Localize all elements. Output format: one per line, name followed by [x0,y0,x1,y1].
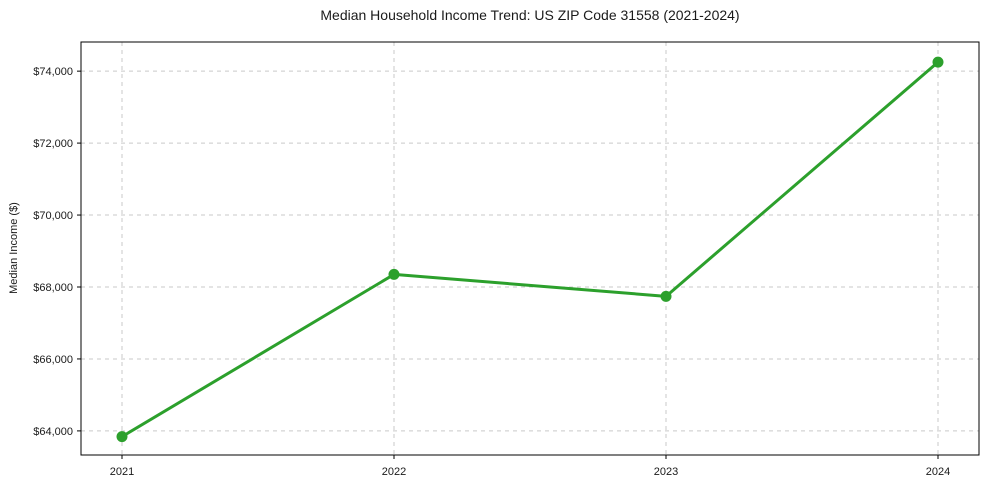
y-tick-label: $66,000 [33,354,73,366]
y-tick-label: $64,000 [33,426,73,438]
data-point [932,56,944,68]
data-point [388,268,400,280]
x-tick-label: 2023 [654,466,678,478]
y-tick-label: $70,000 [33,210,73,222]
y-tick-label: $68,000 [33,282,73,294]
x-tick-label: 2022 [382,466,406,478]
y-tick-label: $72,000 [33,138,73,150]
plot-border [80,41,980,456]
data-point [660,290,672,302]
x-tick-label: 2021 [110,466,134,478]
y-tick-label: $74,000 [33,66,73,78]
x-tick-label: 2024 [926,466,950,478]
data-point [116,431,128,443]
chart-title: Median Household Income Trend: US ZIP Co… [320,7,740,23]
trend-line [120,60,940,439]
